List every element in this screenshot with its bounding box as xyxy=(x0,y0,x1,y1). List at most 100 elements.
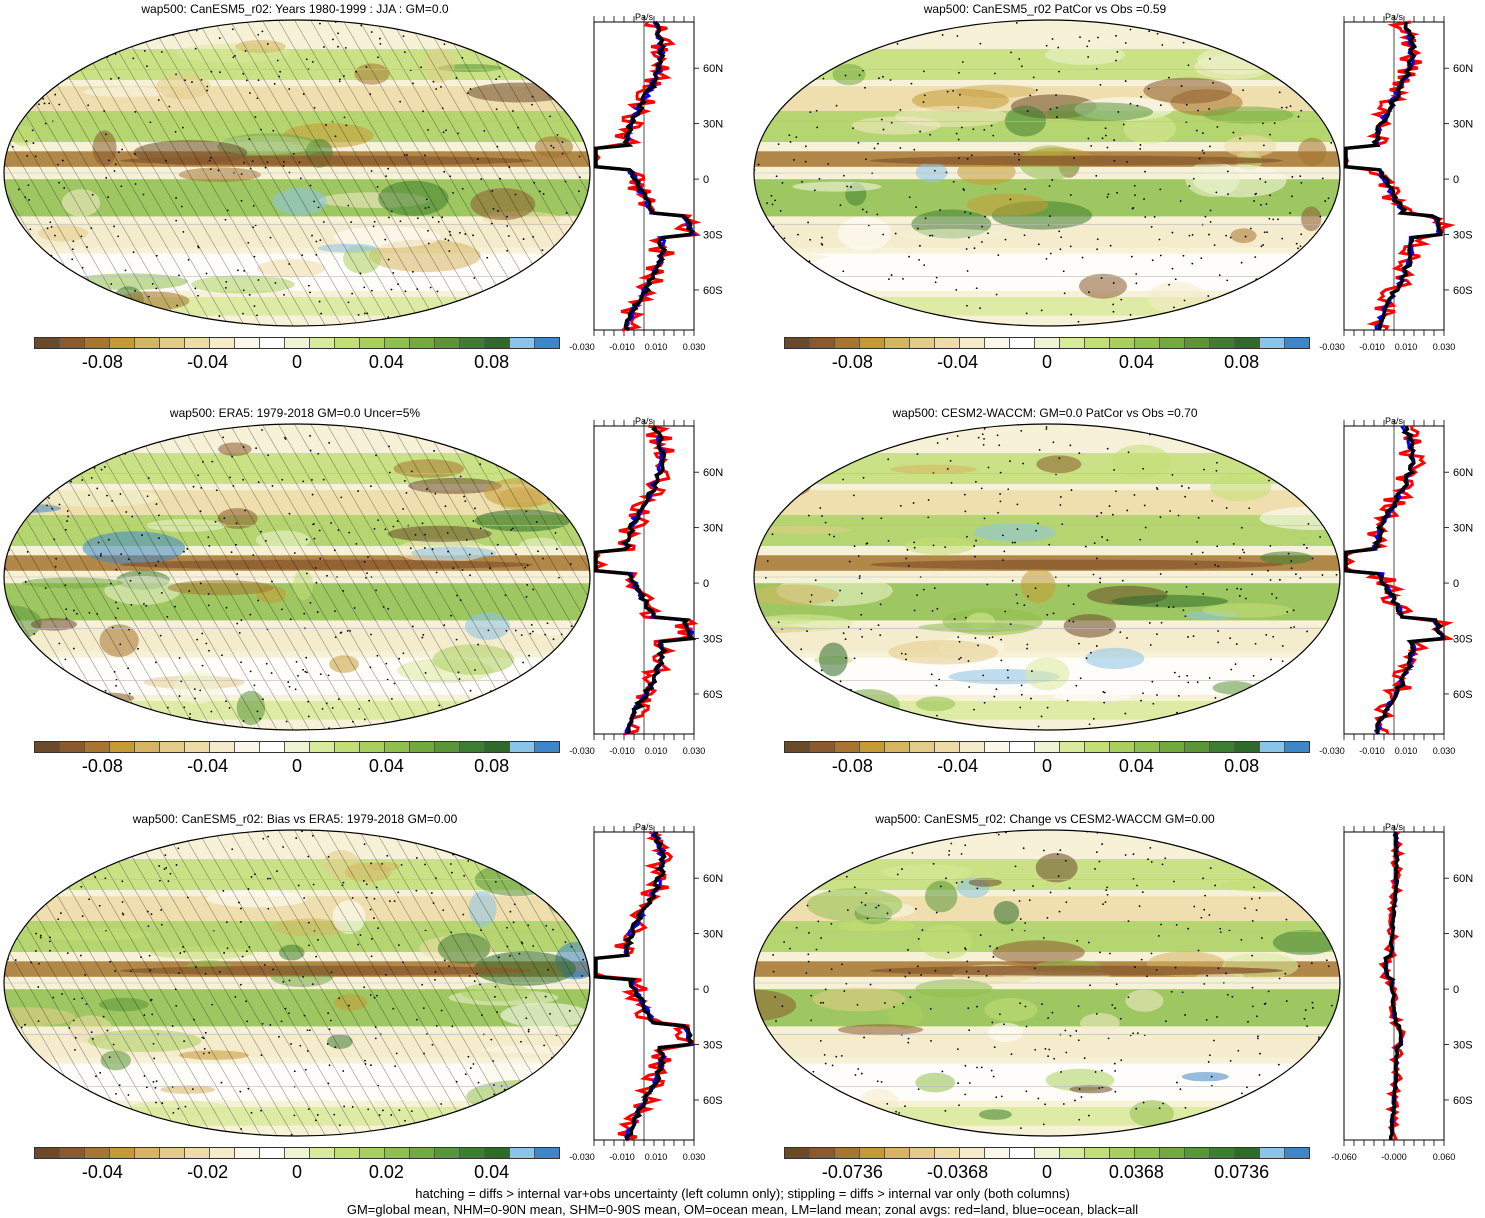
colorbar-swatch xyxy=(335,742,360,752)
colorbar-tick-label: 0.04 xyxy=(368,352,404,372)
colorbar-swatch xyxy=(460,742,485,752)
colorbar-swatch xyxy=(285,742,310,752)
colorbar-swatch xyxy=(1085,1148,1110,1158)
panel-title: wap500: CESM2-WACCM: GM=0.0 PatCor vs Ob… xyxy=(892,406,1198,420)
colorbar-swatch xyxy=(235,742,260,752)
zonal-tick-label: -0.030 xyxy=(569,1152,595,1162)
colorbar-swatch xyxy=(410,1148,435,1158)
colorbar-swatch xyxy=(1260,742,1285,752)
colorbar-swatch xyxy=(110,1148,135,1158)
zonal-tick-label: 0.030 xyxy=(683,342,706,352)
colorbar-swatch xyxy=(1010,338,1035,348)
colorbar-swatch xyxy=(1260,1148,1285,1158)
colorbar-swatch xyxy=(1210,742,1235,752)
zonal-lat-label: 60S xyxy=(703,285,723,297)
colorbar-swatch xyxy=(60,1148,85,1158)
panel-title: wap500: ERA5: 1979-2018 GM=0.0 Uncer=5% xyxy=(169,406,421,420)
colorbar-tick-label: 0.08 xyxy=(474,352,510,372)
colorbar-swatch xyxy=(485,338,510,348)
colorbar-swatch xyxy=(410,742,435,752)
colorbar-swatch xyxy=(985,742,1010,752)
zonal-tick-label: -0.010 xyxy=(609,1152,635,1162)
zonal-line-land xyxy=(594,830,695,1142)
colorbar-tick-label: -0.04 xyxy=(937,352,979,372)
colorbar xyxy=(34,337,560,349)
zonal-tick-label: 0.010 xyxy=(645,746,668,756)
colorbar-swatch xyxy=(335,338,360,348)
panel-title: wap500: CanESM5_r02: Change vs CESM2-WAC… xyxy=(875,812,1215,826)
world-map xyxy=(3,423,591,731)
zonal-lat-label: 30S xyxy=(703,1040,723,1052)
colorbar-swatch xyxy=(185,1148,210,1158)
colorbar-swatch xyxy=(210,1148,235,1158)
panel-title: wap500: CanESM5_r02 PatCor vs Obs =0.59 xyxy=(923,2,1167,16)
zonal-tick-label: -0.030 xyxy=(569,746,595,756)
zonal-lat-label: 60S xyxy=(1453,689,1473,701)
zonal-tick-label: 0.010 xyxy=(1395,746,1418,756)
colorbar-labels: -0.08 -0.04 0 0.04 0.08 xyxy=(34,756,560,778)
colorbar-tick-label: -0.04 xyxy=(937,756,979,776)
colorbar-swatch xyxy=(960,742,985,752)
colorbar-tick-label: 0 xyxy=(1041,1162,1053,1182)
colorbar-swatch xyxy=(1160,1148,1185,1158)
zonal-lat-label: 60S xyxy=(703,1095,723,1107)
zonal-tick-label: -0.010 xyxy=(609,746,635,756)
colorbar-tick-label: 0.04 xyxy=(368,756,404,776)
colorbar-tick-label: 0.0736 xyxy=(1214,1162,1270,1182)
colorbar-swatch xyxy=(885,742,910,752)
zonal-lat-label: 30N xyxy=(1453,119,1473,131)
colorbar-swatch xyxy=(1285,338,1309,348)
colorbar-swatch xyxy=(460,1148,485,1158)
colorbar-swatch xyxy=(810,742,835,752)
zonal-tick-label: 0.010 xyxy=(1395,342,1418,352)
zonal-lat-label: 30N xyxy=(703,119,723,131)
colorbar-swatch xyxy=(510,1148,535,1158)
zonal-lat-label: 30N xyxy=(1453,523,1473,535)
colorbar-swatch xyxy=(1210,1148,1235,1158)
colorbar-tick-label: -0.08 xyxy=(831,352,873,372)
colorbar-swatch xyxy=(935,338,960,348)
colorbar-swatch xyxy=(110,338,135,348)
colorbar-swatch xyxy=(1135,1148,1160,1158)
colorbar-swatch xyxy=(860,1148,885,1158)
zonal-tick-label: -0.010 xyxy=(609,342,635,352)
colorbar-swatch xyxy=(135,338,160,348)
zonal-line-all xyxy=(594,20,696,332)
zonal-lat-label: 30S xyxy=(1453,230,1473,242)
colorbar-swatch xyxy=(160,742,185,752)
colorbar-swatch xyxy=(410,338,435,348)
colorbar-swatch xyxy=(1285,1148,1309,1158)
zonal-lat-label: 30S xyxy=(703,634,723,646)
zonal-lat-label: 30S xyxy=(1453,1040,1473,1052)
colorbar-swatch xyxy=(835,338,860,348)
colorbar-swatch xyxy=(485,1148,510,1158)
colorbar-swatch xyxy=(1235,742,1260,752)
colorbar-swatch xyxy=(1185,1148,1210,1158)
zonal-tick-label: -0.010 xyxy=(1359,342,1385,352)
colorbar-swatch xyxy=(235,1148,260,1158)
colorbar-swatch xyxy=(1035,742,1060,752)
footer-line-1: hatching = diffs > internal var+obs unce… xyxy=(415,1186,1070,1201)
zonal-line-land xyxy=(1344,426,1455,735)
colorbar xyxy=(784,741,1310,753)
world-map xyxy=(3,19,591,327)
world-map xyxy=(753,19,1341,327)
colorbar xyxy=(34,1147,560,1159)
zonal-lat-label: 60S xyxy=(1453,1095,1473,1107)
colorbar-swatch xyxy=(835,742,860,752)
zonal-lat-label: 0 xyxy=(1453,578,1459,590)
colorbar-swatch xyxy=(160,338,185,348)
colorbar-tick-label: 0.04 xyxy=(1118,756,1154,776)
colorbar-swatch xyxy=(1085,742,1110,752)
colorbar-tick-label: -0.08 xyxy=(81,352,123,372)
colorbar-swatch xyxy=(535,338,559,348)
colorbar-swatch xyxy=(135,1148,160,1158)
colorbar-swatch xyxy=(785,742,810,752)
colorbar-swatch xyxy=(35,742,60,752)
colorbar-swatch xyxy=(910,338,935,348)
zonal-lat-label: 60N xyxy=(1453,873,1473,885)
zonal-lat-label: 60N xyxy=(1453,63,1473,75)
colorbar-swatch xyxy=(985,1148,1010,1158)
